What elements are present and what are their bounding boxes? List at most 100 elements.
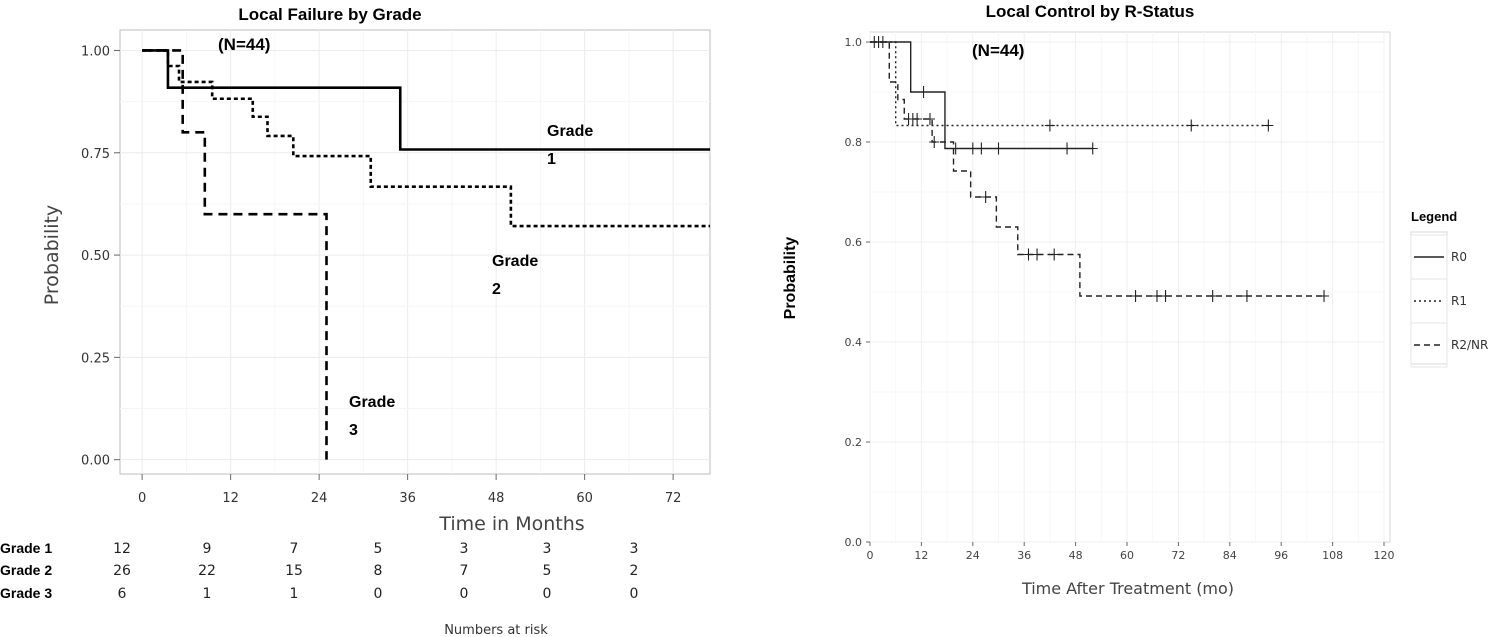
left-chart-title: Local Failure by Grade <box>238 5 421 24</box>
left-x-tick-label-3: 36 <box>399 491 416 506</box>
right-series-line-1 <box>870 41 1269 127</box>
left-x-ticks: 0 12 24 36 48 60 72 <box>138 474 681 506</box>
legend-key-frame <box>1410 231 1448 365</box>
right-y-tick-label-3: 0.6 <box>845 236 863 249</box>
risk-cell-1-0: 26 <box>113 563 131 579</box>
left-x-tick-label-4: 48 <box>488 491 505 506</box>
right-x-ticks: 0 12 24 36 48 60 72 84 96 108 120 <box>867 542 1395 562</box>
right-censor-mark-2-8 <box>980 191 991 203</box>
left-series-label-0-line-0: Grade <box>547 123 593 140</box>
left-gridlines <box>120 30 710 474</box>
left-y-tick-label-3: 0.75 <box>81 147 110 162</box>
risk-cell-1-1: 22 <box>198 563 216 579</box>
right-x-tick-label-10: 120 <box>1374 549 1395 562</box>
legend-label-2: R2/NR <box>1451 338 1488 352</box>
left-y-tick-label-2: 0.50 <box>81 249 110 264</box>
right-series-line-2 <box>870 41 1325 297</box>
risk-cell-2-5: 0 <box>543 586 552 602</box>
right-x-tick-label-1: 12 <box>914 549 928 562</box>
legend-key-box-2 <box>1410 322 1448 368</box>
right-y-tick-label-4: 0.8 <box>845 136 863 149</box>
right-censor-mark-0-6 <box>1087 142 1098 155</box>
right-censor-mark-2-16 <box>1241 290 1252 302</box>
right-x-tick-label-9: 108 <box>1322 549 1343 562</box>
risk-cell-0-1: 9 <box>203 541 212 557</box>
risk-cell-1-3: 8 <box>374 563 383 579</box>
right-x-tick-label-2: 24 <box>966 549 980 562</box>
risk-cell-2-1: 1 <box>203 586 212 602</box>
right-x-tick-label-7: 84 <box>1223 549 1237 562</box>
right-y-tick-label-2: 0.4 <box>845 336 863 349</box>
right-censor-mark-0-5 <box>1062 142 1073 155</box>
right-chart-title: Local Control by R-Status <box>986 2 1195 21</box>
left-group-labels: Grade 1 Grade 2 Grade 3 <box>349 123 593 439</box>
risk-cell-2-4: 0 <box>460 586 469 602</box>
left-chart: 0.000.250.500.751.00 0 12 24 36 48 60 72 Grade… <box>0 5 711 637</box>
right-plot-border <box>869 31 1391 543</box>
right-censor-mark-0-0 <box>918 86 929 98</box>
left-x-tick-label-0: 0 <box>138 491 146 506</box>
right-censor-mark-2-5 <box>912 113 923 125</box>
left-y-tick-label-1: 0.25 <box>81 351 110 366</box>
right-gridlines <box>869 32 1385 543</box>
right-censor-mark-0-4 <box>993 142 1004 155</box>
right-y-tick-label-5: 1.0 <box>845 36 863 49</box>
right-x-tick-label-0: 0 <box>867 549 874 562</box>
left-y-ticks: 0.00 0.25 0.50 0.75 1.00 <box>81 44 120 469</box>
left-series-line-1 <box>142 49 710 228</box>
risk-table-title: Numbers at risk <box>444 623 548 637</box>
right-x-tick-label-4: 48 <box>1069 549 1083 562</box>
risk-cell-1-5: 5 <box>543 563 552 579</box>
risk-row-name-2: Grade 3 <box>0 585 52 601</box>
left-y-tick-label-0: 0.00 <box>81 454 110 469</box>
risk-cell-1-4: 7 <box>460 563 469 579</box>
right-censor-mark-2-11 <box>1049 248 1060 261</box>
legend-title: Legend <box>1411 209 1457 224</box>
left-y-tick-label-4: 1.00 <box>81 44 110 59</box>
risk-cell-0-4: 3 <box>460 541 469 557</box>
risk-cell-1-6: 2 <box>630 563 639 579</box>
right-censor-mark-1-1 <box>1186 119 1197 132</box>
left-x-tick-label-1: 12 <box>222 491 239 506</box>
left-series-lines <box>142 49 710 460</box>
left-plot-border <box>119 29 711 475</box>
legend: Legend R0 R1 R2/NR <box>1410 209 1488 368</box>
right-x-tick-label-6: 72 <box>1171 549 1185 562</box>
left-series-label-1-line-0: Grade <box>492 253 538 270</box>
right-y-tick-label-1: 0.2 <box>845 436 863 449</box>
left-series-label-0-line-1: 1 <box>547 151 556 168</box>
left-series-label-2-line-1: 3 <box>349 422 358 439</box>
right-x-tick-label-8: 96 <box>1274 549 1288 562</box>
legend-label-0: R0 <box>1451 250 1467 264</box>
right-censor-mark-2-12 <box>1130 290 1141 302</box>
left-series-label-1: Grade 2 <box>492 253 538 298</box>
right-censor-marks <box>869 36 1330 302</box>
left-series-line-2 <box>142 49 328 460</box>
right-x-tick-label-3: 36 <box>1017 549 1031 562</box>
right-y-axis-label: Probability <box>782 237 799 320</box>
right-censor-mark-0-2 <box>967 142 978 155</box>
right-censor-mark-0-3 <box>976 142 987 155</box>
left-series-label-2-line-0: Grade <box>349 394 395 411</box>
right-censor-mark-2-7 <box>929 136 940 148</box>
right-censor-mark-1-0 <box>1044 119 1055 132</box>
left-series-label-1-line-1: 2 <box>492 281 501 298</box>
risk-cell-0-5: 3 <box>543 541 552 557</box>
risk-cell-2-0: 6 <box>118 586 127 602</box>
right-y-ticks: 0.0 0.2 0.4 0.6 0.8 1.0 <box>845 36 870 549</box>
left-series-label-0: Grade 1 <box>547 123 593 168</box>
right-x-axis-label: Time After Treatment (mo) <box>1021 579 1234 598</box>
right-chart-subtitle: (N=44) <box>972 41 1024 60</box>
right-censor-mark-2-14 <box>1160 290 1171 302</box>
right-y-tick-label-0: 0.0 <box>845 536 863 549</box>
left-x-tick-label-5: 60 <box>576 491 593 506</box>
right-censor-mark-2-13 <box>1151 290 1162 302</box>
right-censor-mark-2-15 <box>1207 290 1218 302</box>
right-censor-mark-1-2 <box>1263 119 1274 132</box>
right-censor-mark-2-10 <box>1032 248 1043 261</box>
right-censor-mark-2-17 <box>1319 290 1330 302</box>
left-x-axis-label: Time in Months <box>438 513 584 535</box>
right-censor-mark-2-9 <box>1023 248 1034 261</box>
risk-cell-2-6: 0 <box>630 586 639 602</box>
